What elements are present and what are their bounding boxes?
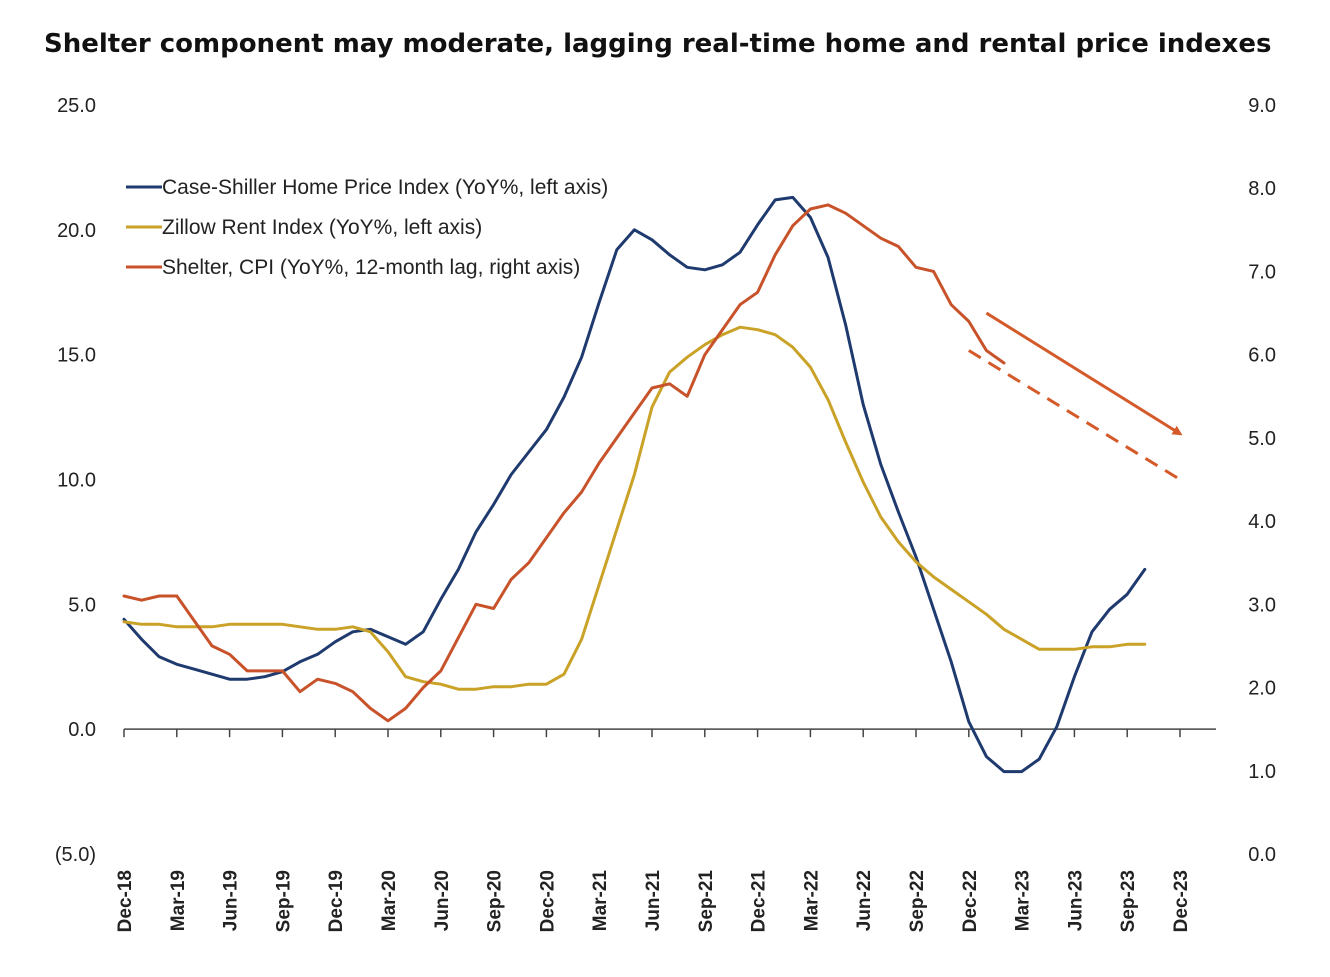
projection-dashed-line	[968, 349, 1181, 481]
left-tick-label: 5.0	[68, 594, 96, 616]
x-tick-label: Mar-22	[801, 870, 822, 931]
x-tick-label: Mar-21	[590, 870, 611, 932]
x-tick-label: Mar-20	[379, 870, 400, 931]
x-tick-label: Mar-23	[1013, 870, 1034, 931]
series-line-2	[122, 325, 1147, 691]
right-tick-label: 3.0	[1248, 594, 1276, 616]
x-tick-label: Jun-22	[854, 870, 875, 931]
right-tick-label: 4.0	[1248, 511, 1276, 533]
right-tick-label: 9.0	[1248, 95, 1276, 117]
series-line-1	[122, 195, 1147, 774]
right-tick-label: 8.0	[1248, 178, 1276, 200]
left-tick-label: 10.0	[57, 470, 96, 492]
right-tick-label: 0.0	[1248, 844, 1276, 866]
legend-label: Zillow Rent Index (YoY%, left axis)	[162, 216, 482, 239]
legend: Case-Shiller Home Price Index (YoY%, lef…	[126, 176, 608, 279]
x-tick-label: Dec-23	[1171, 870, 1192, 932]
x-tick-label: Sep-23	[1118, 870, 1139, 932]
x-tick-label: Dec-19	[326, 870, 347, 932]
trend-arrow	[985, 311, 1183, 436]
x-tick-label: Sep-20	[485, 870, 506, 932]
right-tick-label: 7.0	[1248, 261, 1276, 283]
x-tick-label: Jun-19	[221, 870, 242, 931]
legend-label: Shelter, CPI (YoY%, 12-month lag, right …	[162, 256, 580, 279]
right-axis-ticks: 0.0 1.0 2.0 3.0 4.0 5.0 6.0 7.0 8.0 9.0	[1248, 95, 1276, 866]
left-tick-label: 20.0	[57, 220, 96, 242]
right-tick-label: 2.0	[1248, 678, 1276, 700]
x-axis: Dec-18 Mar-19 Jun-19 Sep-19 Dec-19 Mar-20 Jun-…	[115, 728, 1216, 933]
legend-label: Case-Shiller Home Price Index (YoY%, lef…	[162, 176, 608, 199]
x-tick-label: Sep-22	[907, 870, 928, 932]
left-tick-label: (5.0)	[55, 844, 96, 866]
annotation-layer	[968, 311, 1183, 481]
left-tick-label: 0.0	[68, 719, 96, 741]
x-tick-label: Dec-22	[960, 870, 981, 932]
left-axis-ticks: (5.0) 0.0 5.0 10.0 15.0 20.0 25.0	[55, 95, 96, 866]
x-tick-label: Sep-19	[273, 870, 294, 932]
x-tick-label: Jun-21	[643, 870, 664, 932]
x-tick-label: Dec-18	[115, 870, 136, 932]
left-tick-label: 25.0	[57, 95, 96, 117]
x-tick-label: Jun-23	[1065, 870, 1086, 931]
chart-title: Shelter component may moderate, lagging …	[44, 29, 1271, 59]
right-tick-label: 1.0	[1248, 761, 1276, 783]
x-tick-label: Mar-19	[168, 870, 189, 931]
series-layer	[122, 195, 1147, 774]
left-tick-label: 15.0	[57, 345, 96, 367]
right-tick-label: 6.0	[1248, 345, 1276, 367]
x-tick-label: Dec-21	[749, 870, 770, 933]
series-line-3	[122, 203, 1006, 723]
x-tick-label: Jun-20	[432, 870, 453, 931]
right-tick-label: 5.0	[1248, 428, 1276, 450]
x-tick-label: Sep-21	[696, 870, 717, 933]
x-tick-label: Dec-20	[537, 870, 558, 932]
